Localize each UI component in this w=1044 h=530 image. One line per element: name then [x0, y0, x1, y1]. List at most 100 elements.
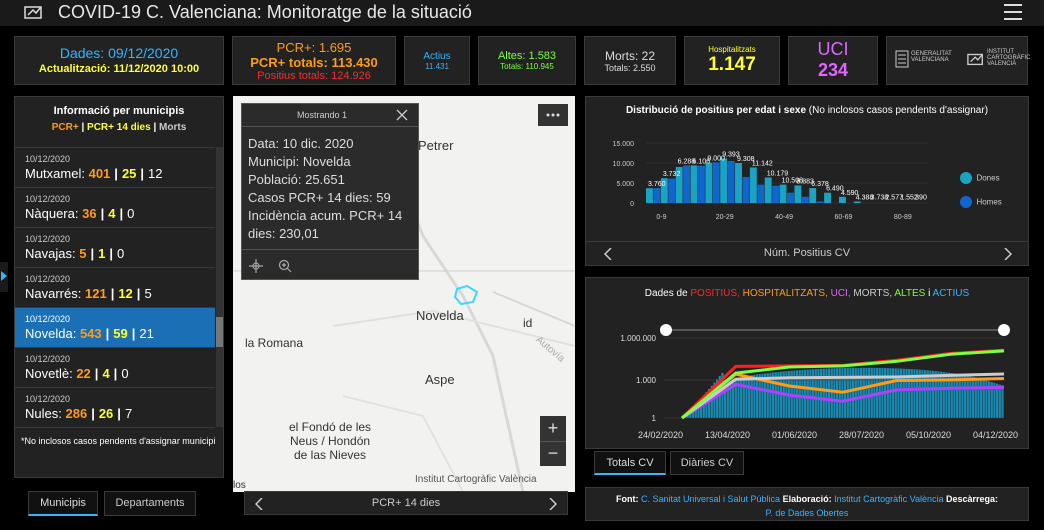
data-label: 3.732 [663, 171, 681, 178]
chevron-right-icon [1, 271, 7, 281]
bar [660, 178, 668, 203]
hosp-label: Hospitalitzats [708, 45, 756, 54]
scrollbar-thumb[interactable] [216, 317, 223, 347]
actius-bar [764, 373, 767, 418]
time-chart: 1 1.000 1.000.000 24/02/2020 13/04/2020 01/06… [620, 324, 1018, 440]
bar [668, 178, 676, 203]
data-label: 4.388 [856, 194, 874, 201]
x-tick-label: 20-29 [716, 214, 734, 221]
bar [683, 165, 691, 203]
actius-bar [860, 367, 863, 418]
chevron-right-icon[interactable] [549, 498, 557, 510]
actius-bar [846, 367, 849, 418]
list-item[interactable]: 10/12/2020 Navarrés: 121 | 12 | 5 [15, 268, 215, 308]
actius-bar [926, 370, 929, 418]
actius-bar [798, 370, 801, 418]
source-link[interactable]: C. Sanitat Universal i Salut Pública [640, 494, 781, 504]
actius-bar [996, 383, 999, 418]
close-icon[interactable] [396, 109, 408, 121]
list-item-selected[interactable]: 10/12/2020 Novelda: 543 | 59 | 21 [15, 308, 215, 348]
chevron-right-icon[interactable] [1004, 248, 1012, 260]
actius-bar [836, 368, 839, 418]
actius-bar [889, 368, 892, 418]
data-date: Dades: 09/12/2020 [59, 45, 179, 61]
actius-bar [934, 371, 937, 418]
chevron-left-icon[interactable] [604, 248, 612, 260]
actius-bar [945, 372, 948, 418]
x-tick-label: 24/02/2020 [638, 430, 683, 440]
actius-bar [929, 370, 932, 418]
list-item[interactable]: 10/12/2020 Nàquera: 36 | 4 | 0 [15, 188, 215, 228]
data-label: 10.179 [767, 170, 789, 177]
y-tick-label: 5.000 [616, 181, 634, 188]
actius-bar [769, 372, 772, 418]
bar [675, 167, 683, 203]
bar [779, 184, 787, 203]
municipis-title: Informació per municipis [53, 105, 185, 117]
data-label: 9.393 [722, 151, 740, 158]
data-label: 6.106 [693, 158, 711, 165]
icv-text: INSTITUT CARTOGRÀFIC VALENCIÀ [987, 49, 1031, 67]
zoom-out-button[interactable]: − [547, 443, 559, 463]
more-options-button[interactable] [538, 104, 568, 126]
download-link[interactable]: P. de Dades Obertes [765, 508, 849, 518]
side-expand-button[interactable] [0, 262, 8, 292]
data-label: 8.883 [796, 178, 814, 185]
list-item[interactable]: 10/12/2020 Novetlè: 22 | 4 | 0 [15, 348, 215, 388]
tab-diaries-cv[interactable]: Diàries CV [670, 451, 744, 475]
elaboracio-link[interactable]: Institut Cartogràfic València [834, 494, 944, 504]
map-label-petrer: Petrer [418, 138, 454, 153]
bar [787, 192, 794, 203]
icv-logo-icon [967, 53, 983, 66]
bar [705, 162, 713, 203]
actius-bar [702, 395, 705, 418]
x-tick-label: 13/04/2020 [705, 430, 750, 440]
hamburger-menu-icon[interactable] [1004, 4, 1022, 20]
app-header: COVID-19 C. Valenciana: Monitoratge de l… [0, 0, 1044, 26]
data-label: 3.738 [871, 194, 889, 201]
tab-municipis[interactable]: Municipis [28, 491, 98, 516]
list-scrollbar[interactable] [216, 147, 223, 427]
zoom-in-button[interactable]: + [540, 416, 566, 442]
tab-totals-cv[interactable]: Totals CV [594, 451, 666, 475]
y-tick-label: 1.000 [636, 376, 657, 385]
actius-bar [862, 367, 865, 418]
data-label: 6.490 [826, 186, 844, 193]
series-line-uci [681, 382, 1005, 420]
data-label: 2.577 [885, 194, 903, 201]
actius-bar [708, 388, 711, 418]
municipis-footnote: *No inclosos casos pendents d'assignar m… [21, 436, 216, 446]
actius-bar [740, 376, 743, 418]
pcr-daily: PCR+: 1.695 [276, 40, 352, 55]
chevron-left-icon[interactable] [255, 498, 263, 510]
actius-bar [814, 369, 817, 418]
pan-to-icon[interactable] [249, 259, 263, 273]
actius-bar [686, 414, 689, 418]
tab-departaments[interactable]: Departaments [104, 491, 196, 516]
gva-logo-icon [895, 50, 909, 68]
actius-bar [998, 384, 1001, 418]
actius-bar [756, 374, 759, 418]
data-label: 1.552 [900, 194, 918, 201]
list-item[interactable]: 10/12/2020 Nules: 286 | 26 | 7 [15, 388, 215, 428]
actius-value: 11.431 [425, 62, 449, 71]
popup-actions [242, 249, 418, 280]
actius-bar [868, 367, 871, 418]
actius-bar [940, 371, 943, 418]
pcr-total: PCR+ totals: 113.430 [250, 55, 378, 70]
municipis-panel: Informació per municipis PCR+ | PCR+ 14 … [14, 96, 224, 478]
altes-card: Altes: 1.583 Totals: 110.945 [478, 36, 576, 85]
zoom-to-icon[interactable] [278, 259, 292, 273]
data-label: 6.378 [811, 181, 829, 188]
actius-bar [921, 369, 924, 418]
bar [757, 184, 765, 203]
actius-bar [956, 373, 959, 418]
map-label-novelda: Novelda [416, 308, 464, 323]
list-item[interactable]: 10/12/2020 Mutxamel: 401 | 25 | 12 [15, 148, 215, 188]
list-item[interactable]: 10/12/2020 Navajas: 5 | 1 | 0 [15, 228, 215, 268]
source-footer: Font: C. Sanitat Universal i Salut Públi… [585, 487, 1029, 521]
data-label: 11.142 [752, 160, 773, 167]
actius-bar [873, 367, 876, 418]
actius-bar [766, 373, 769, 418]
x-tick-label: 80-89 [894, 214, 912, 221]
